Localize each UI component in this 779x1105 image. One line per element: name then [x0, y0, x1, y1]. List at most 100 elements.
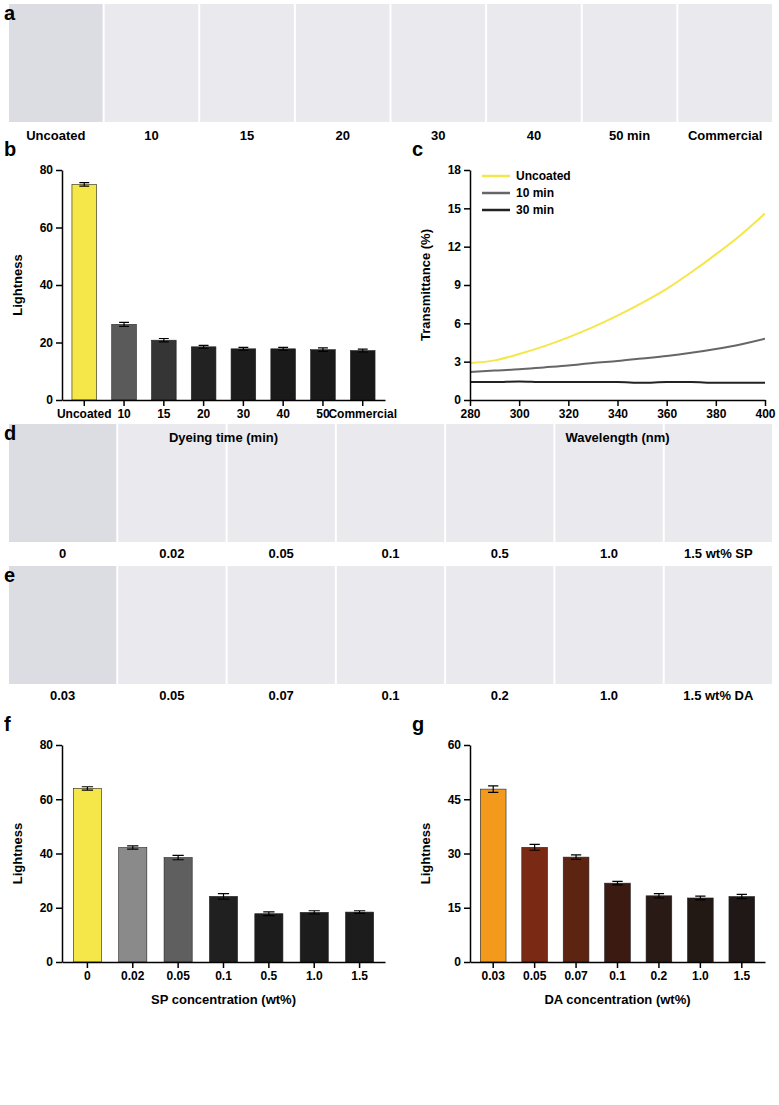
tick-mark	[666, 400, 668, 406]
bar	[112, 324, 137, 400]
bar	[522, 847, 548, 962]
tick-mark	[243, 400, 245, 406]
tick: 12	[448, 240, 470, 254]
photo-background	[583, 4, 677, 122]
tick-label: 80	[40, 738, 54, 752]
tick-mark	[464, 285, 470, 287]
tick: 320	[559, 400, 579, 421]
error-bar	[119, 322, 129, 326]
tick: 400	[755, 400, 775, 421]
error-bar	[318, 348, 328, 351]
y-axis-title: Lightness	[10, 823, 25, 884]
error-bar	[159, 338, 169, 341]
bar	[300, 912, 328, 962]
tick-mark	[313, 962, 315, 968]
tick-mark	[464, 962, 470, 964]
photo-background	[337, 424, 444, 542]
tick-mark	[658, 962, 660, 968]
tick-label: 18	[448, 163, 462, 177]
photo-background	[678, 4, 772, 122]
tick-label: 20	[40, 336, 54, 350]
tick: 80	[40, 163, 62, 177]
swatch-label: 1.5 wt% SP	[684, 546, 753, 561]
tick-label: 12	[448, 240, 462, 254]
error-bar	[695, 896, 705, 900]
x-axis-title: DA concentration (wt%)	[544, 992, 690, 1007]
error-bar	[737, 894, 747, 898]
y-axis-title: Transmittance (%)	[418, 229, 433, 341]
bar	[688, 898, 714, 962]
tick: 360	[657, 400, 677, 421]
x-axis-title: Wavelength (nm)	[565, 430, 669, 445]
tick-mark	[56, 745, 62, 747]
tick-label: 0.2	[651, 969, 668, 983]
error-bar	[199, 345, 209, 348]
tick: 280	[460, 400, 480, 421]
tick-label: 0	[84, 969, 91, 983]
axis-line	[63, 400, 386, 402]
swatch-label: 1.0	[600, 546, 618, 561]
panel-letter: d	[4, 422, 16, 444]
tick-mark	[464, 170, 470, 172]
tick-label: 45	[448, 793, 462, 807]
tick-mark	[268, 962, 270, 968]
x-axis-title: SP concentration (wt%)	[151, 992, 296, 1007]
error-bar	[79, 183, 89, 186]
tick-mark	[203, 400, 205, 406]
swatch-label: 10	[144, 128, 158, 143]
tick-label: 15	[157, 407, 171, 421]
tick: 30	[448, 847, 470, 861]
tick-label: 0	[454, 955, 461, 969]
tick: 15	[448, 901, 470, 915]
error-bar	[571, 855, 581, 859]
tick-mark	[282, 400, 284, 406]
tick: 60	[40, 221, 62, 235]
error-bar	[173, 855, 184, 859]
panel-letter: g	[412, 713, 424, 735]
tick-mark	[177, 962, 179, 968]
tick-mark	[464, 208, 470, 210]
photo-background	[9, 424, 116, 542]
tick-label: 1.0	[306, 969, 323, 983]
tick: Uncoated	[57, 400, 112, 421]
bar	[119, 848, 147, 962]
tick-label: 400	[755, 407, 775, 421]
error-bar	[488, 786, 498, 793]
tick-mark	[700, 962, 702, 968]
swatch-label: 0.03	[50, 688, 75, 703]
tick-label: 0.05	[166, 969, 190, 983]
tick-mark	[87, 962, 89, 968]
tick: 380	[706, 400, 726, 421]
tick-label: 1.5	[351, 969, 368, 983]
tick-label: 40	[276, 407, 290, 421]
swatch-label: 1.0	[600, 688, 618, 703]
photo-background	[392, 4, 486, 122]
tick: 0	[454, 393, 470, 407]
tick: 40	[276, 400, 290, 421]
swatch-label: 0.02	[159, 546, 184, 561]
panel-letter: c	[412, 138, 423, 160]
tick-label: Uncoated	[57, 407, 112, 421]
tick-label: 360	[657, 407, 677, 421]
error-bar	[309, 911, 320, 914]
tick-label: 10	[117, 407, 131, 421]
tick-label: 40	[40, 278, 54, 292]
tick-label: 80	[40, 163, 54, 177]
line	[470, 381, 765, 382]
tick-mark	[464, 246, 470, 248]
tick-label: 30	[448, 847, 462, 861]
tick-label: 20	[40, 901, 54, 915]
swatch-label: 30	[431, 128, 445, 143]
bar	[605, 883, 631, 962]
tick-label: 0	[454, 393, 461, 407]
tick-label: 60	[448, 738, 462, 752]
tick: 15	[448, 202, 470, 216]
tick-mark	[492, 962, 494, 968]
photo-background	[118, 566, 225, 684]
photo-panel: 0.030.050.070.10.21.01.5 wt% DA	[9, 542, 772, 703]
tick-mark	[56, 227, 62, 229]
tick: 1.0	[306, 962, 323, 983]
tick: 9	[454, 278, 470, 292]
tick: 300	[510, 400, 530, 421]
tick-mark	[322, 400, 324, 406]
